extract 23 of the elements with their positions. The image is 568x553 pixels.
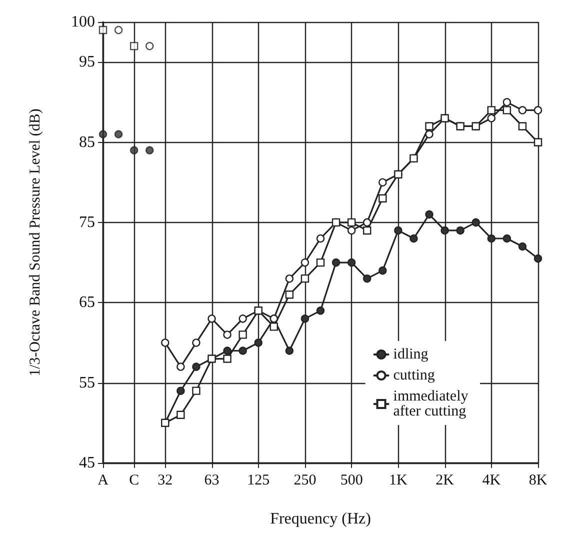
y-tick-label: 65	[79, 294, 95, 312]
x-tick-label: 4K	[482, 472, 501, 488]
y-tick-label: 85	[79, 134, 95, 151]
y-tick-label: 45	[79, 454, 95, 472]
x-tick-label: 32	[158, 472, 173, 488]
x-tick-label: 500	[340, 472, 363, 488]
y-tick-label: 95	[79, 54, 95, 71]
x-tick-label: 1K	[389, 472, 408, 488]
legend-label: cutting	[393, 368, 436, 384]
legend-label: idling	[393, 346, 429, 362]
y-tick-label: 100	[71, 14, 95, 30]
y-tick-label: 55	[79, 374, 95, 392]
x-tick-label: 2K	[436, 472, 454, 488]
x-tick-label: 63	[204, 472, 220, 488]
x-tick-label: C	[129, 472, 140, 488]
x-tick-label: 8K	[528, 472, 548, 488]
legend-label: immediately after cutting	[393, 388, 472, 420]
x-tick-label: 250	[294, 472, 316, 488]
x-tick-label: A	[98, 472, 109, 488]
x-axis-title: Frequency (Hz)	[270, 510, 371, 528]
y-axis-title: 1/3-Octave Band Sound Pressure Level (dB)	[28, 108, 44, 376]
x-tick-label: 125	[247, 472, 270, 488]
y-tick-label: 75	[79, 214, 95, 231]
